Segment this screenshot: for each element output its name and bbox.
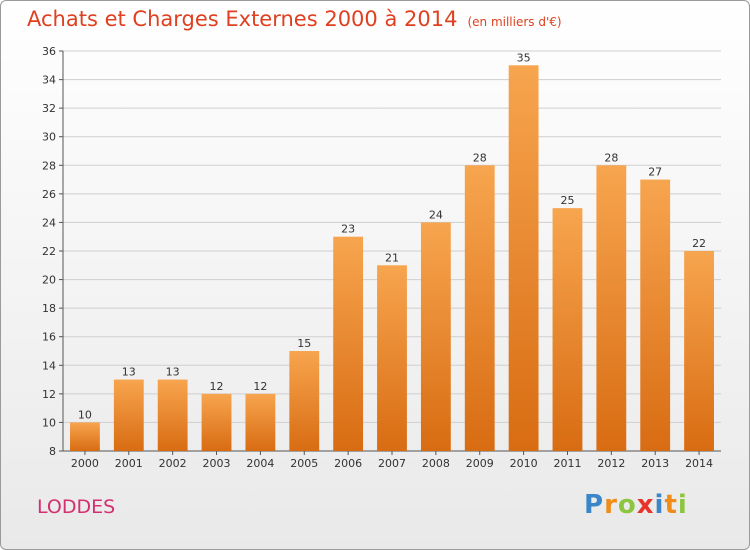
y-tick-label: 8 xyxy=(49,445,56,458)
bar-2008 xyxy=(420,222,451,451)
y-tick-label: 24 xyxy=(42,216,56,229)
bar-2011 xyxy=(552,208,583,451)
bar-2000 xyxy=(70,422,100,451)
x-tick-label-2004: 2004 xyxy=(246,457,274,470)
bar-2014 xyxy=(684,251,714,451)
x-tick-label-2001: 2001 xyxy=(115,457,143,470)
x-tick-label-2002: 2002 xyxy=(159,457,187,470)
y-tick-label: 14 xyxy=(42,359,56,372)
labels: 8 10 12 14 16 18 20 22 24 26 28 30 32 34 36 2000 10 2001 1… xyxy=(42,45,713,470)
bar-2001 xyxy=(113,379,144,451)
x-tick-label-2006: 2006 xyxy=(334,457,362,470)
y-tick-label: 30 xyxy=(42,131,56,144)
data-label-2006: 23 xyxy=(341,223,355,236)
bar-2010 xyxy=(508,65,539,452)
y-tick-label: 18 xyxy=(42,302,56,315)
data-label-2001: 13 xyxy=(122,366,136,379)
bar-2002 xyxy=(157,379,188,451)
bar-2007 xyxy=(377,265,407,451)
x-tick-label-2003: 2003 xyxy=(203,457,231,470)
data-label-2010: 35 xyxy=(517,51,531,64)
x-tick-label-2009: 2009 xyxy=(466,457,494,470)
chart-subtitle: (en milliers d'€) xyxy=(467,15,562,29)
x-tick-label-2007: 2007 xyxy=(378,457,406,470)
data-label-2008: 24 xyxy=(429,208,443,221)
bar-2006 xyxy=(333,236,364,451)
proxiti-logo: Proxiti xyxy=(584,490,688,520)
x-tick-label-2011: 2011 xyxy=(553,457,581,470)
data-label-2014: 22 xyxy=(692,237,706,250)
y-tick-label: 36 xyxy=(42,45,56,58)
data-label-2004: 12 xyxy=(253,380,267,393)
y-tick-label: 26 xyxy=(42,188,56,201)
x-tick-label-2014: 2014 xyxy=(685,457,713,470)
y-tick-label: 20 xyxy=(42,274,56,287)
y-tick-label: 16 xyxy=(42,331,56,344)
x-tick-label-2008: 2008 xyxy=(422,457,450,470)
bar-2004 xyxy=(245,393,276,451)
chart-title-text: Achats et Charges Externes 2000 à 2014 xyxy=(27,7,458,31)
data-label-2005: 15 xyxy=(297,337,311,350)
bar-2013 xyxy=(640,179,671,452)
x-tick-label-2000: 2000 xyxy=(71,457,99,470)
commune-name: LODDES xyxy=(37,496,116,518)
x-tick-label-2012: 2012 xyxy=(597,457,625,470)
data-label-2009: 28 xyxy=(473,151,487,164)
y-tick-label: 34 xyxy=(42,74,56,87)
chart-title: Achats et Charges Externes 2000 à 2014 (e… xyxy=(27,7,562,31)
y-tick-label: 10 xyxy=(42,416,56,429)
y-tick-label: 28 xyxy=(42,159,56,172)
y-tick-label: 22 xyxy=(42,245,56,258)
data-label-2000: 10 xyxy=(78,408,92,421)
y-tick-label: 32 xyxy=(42,102,56,115)
data-label-2002: 13 xyxy=(166,366,180,379)
data-label-2007: 21 xyxy=(385,251,399,264)
bar-2012 xyxy=(596,165,627,452)
x-tick-label-2005: 2005 xyxy=(290,457,318,470)
data-label-2012: 28 xyxy=(604,151,618,164)
data-label-2013: 27 xyxy=(648,166,662,179)
bars xyxy=(70,65,714,452)
x-tick-label-2013: 2013 xyxy=(641,457,669,470)
data-label-2003: 12 xyxy=(210,380,224,393)
bar-2009 xyxy=(464,165,495,452)
x-tick-label-2010: 2010 xyxy=(510,457,538,470)
bar-2005 xyxy=(289,351,320,451)
y-tick-label: 12 xyxy=(42,388,56,401)
data-label-2011: 25 xyxy=(560,194,574,207)
bar-2003 xyxy=(201,393,232,451)
